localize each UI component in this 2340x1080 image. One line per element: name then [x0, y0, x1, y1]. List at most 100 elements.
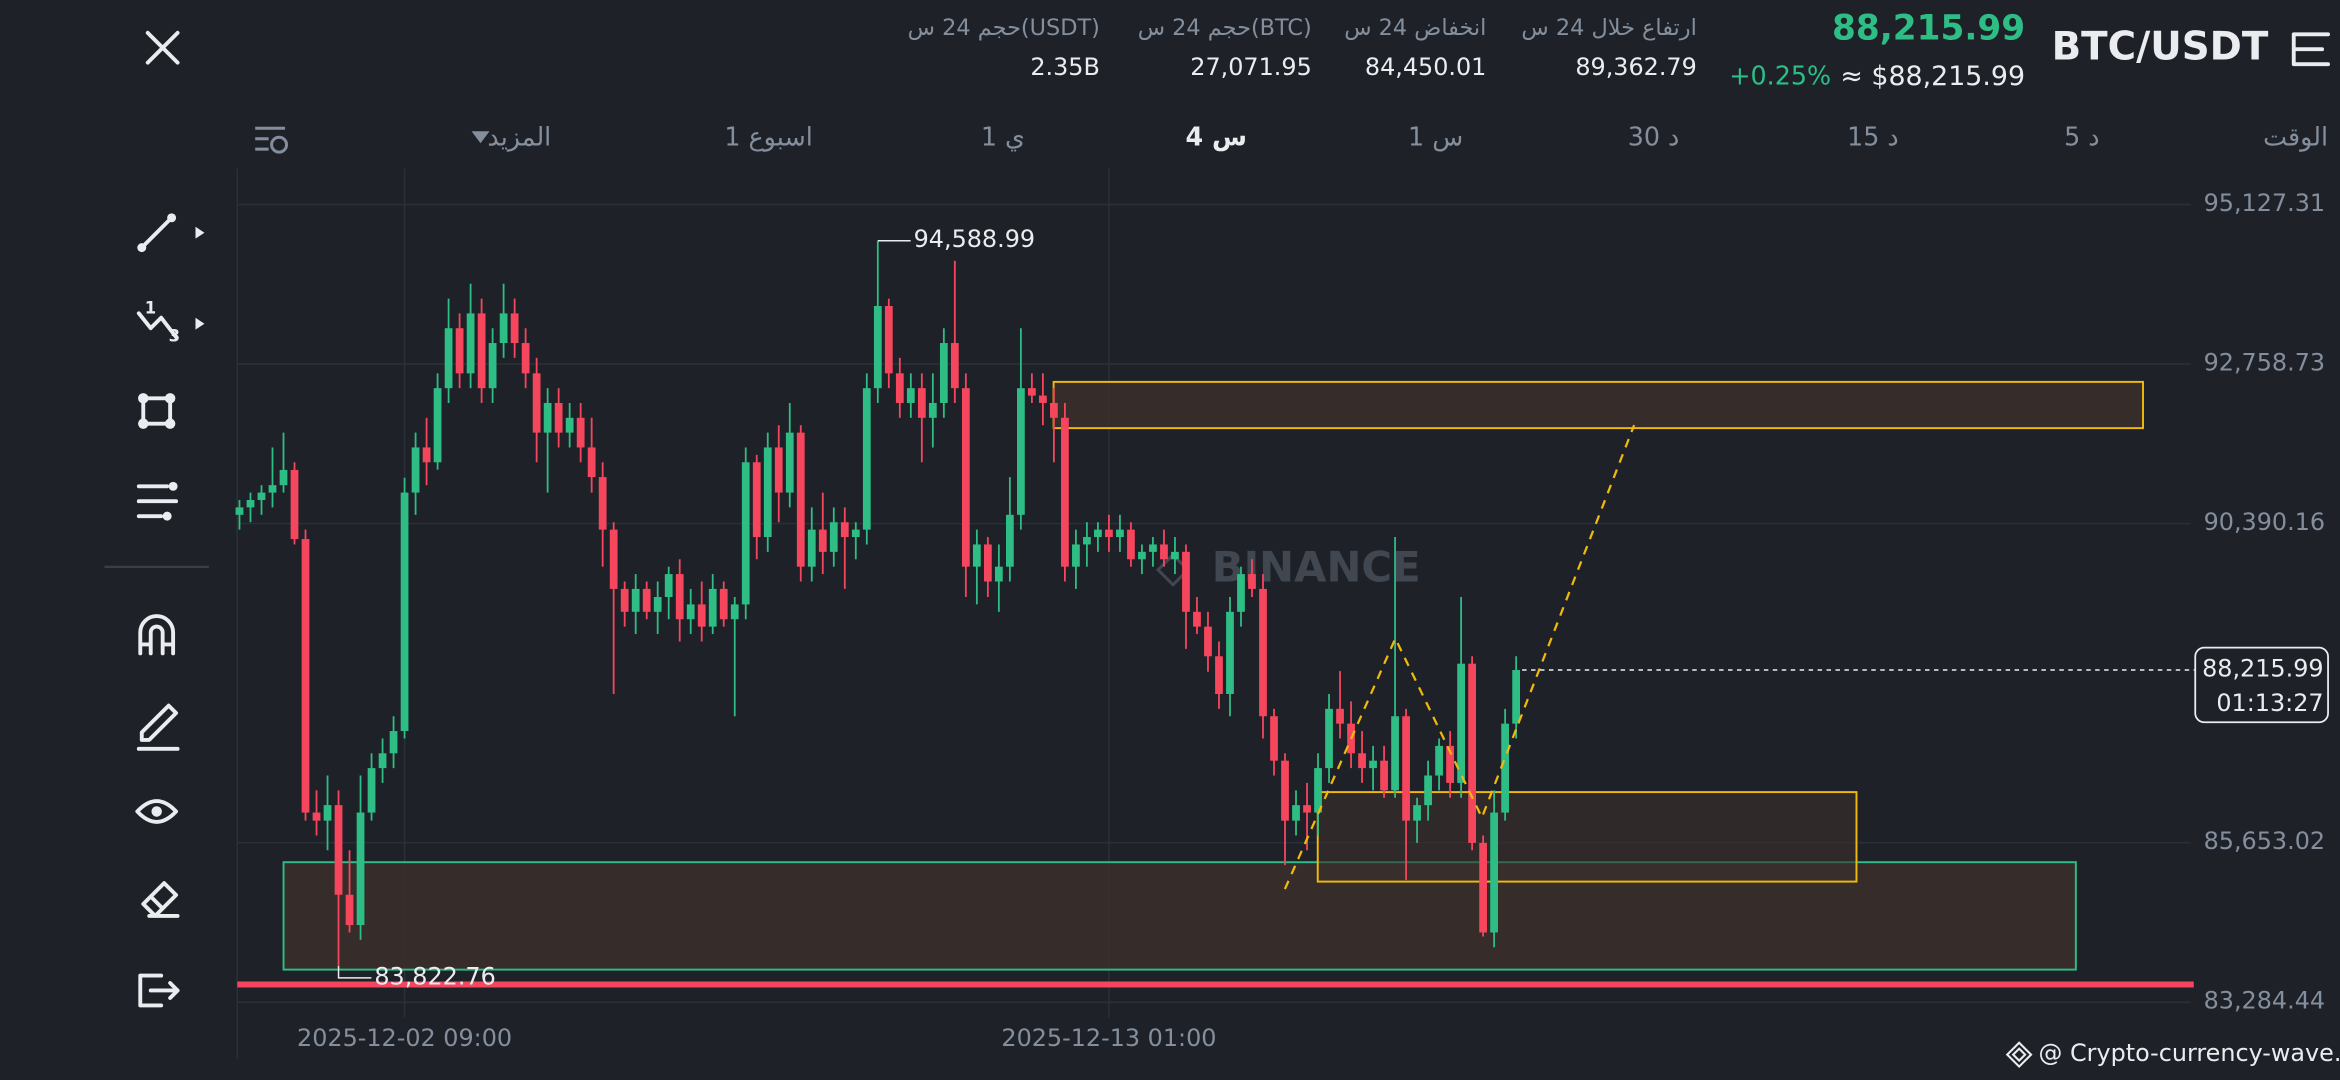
candle-body: [1512, 670, 1521, 724]
price-usd: ≈ $88,215.99: [1840, 61, 2025, 92]
candle-body: [906, 388, 915, 403]
candle-body: [1237, 574, 1245, 612]
candle-body: [1292, 805, 1300, 821]
candle-body: [510, 313, 519, 344]
fib-tool[interactable]: 13: [136, 298, 205, 346]
candle-body: [1380, 760, 1388, 791]
candle-body: [1160, 544, 1168, 560]
candle-body: [774, 447, 783, 493]
stat-label: حجم 24 س(BTC): [1138, 15, 1312, 41]
close-button[interactable]: [145, 30, 180, 65]
candle-body: [1248, 574, 1256, 589]
candle-body: [1303, 805, 1311, 813]
low-label: 83,822.76: [374, 962, 495, 990]
candle-body: [1072, 544, 1080, 567]
candle-body: [499, 313, 508, 344]
timeframe[interactable]: المزيد: [487, 122, 551, 153]
last-price-label: 88,215.99: [2202, 655, 2323, 683]
candle-body: [653, 596, 662, 612]
stat-value: 84,450.01: [1365, 53, 1486, 81]
candle-body: [543, 402, 552, 433]
candle-body: [1116, 529, 1124, 538]
candle-body: [1270, 716, 1278, 761]
menu-icon[interactable]: [2291, 32, 2331, 67]
countdown: 01:13:27: [2216, 689, 2323, 717]
candle-body: [972, 544, 981, 567]
candle-body: [1171, 551, 1179, 560]
candle-body: [1226, 611, 1234, 695]
timeframe[interactable]: 1 اسبوع: [724, 122, 812, 153]
trend-line-tool[interactable]: [137, 213, 205, 253]
shape-tool[interactable]: [138, 393, 176, 429]
footer-text: @ Crypto-currency-wave...: [2039, 1039, 2340, 1067]
svg-text:3: 3: [169, 327, 180, 346]
visibility-tool[interactable]: [135, 799, 179, 824]
chart-settings[interactable]: [255, 126, 289, 154]
candle-body: [257, 492, 266, 500]
candle-body: [1182, 551, 1190, 612]
stat-label: انخفاض 24 س: [1344, 15, 1486, 41]
candle-body: [1083, 537, 1091, 545]
candle-body: [301, 539, 310, 813]
candle-body: [1479, 842, 1487, 933]
last-price: 88,215.99: [1832, 8, 2025, 48]
candle-body: [576, 417, 585, 448]
timeframe[interactable]: 1 س: [1408, 122, 1463, 152]
candle-body: [1193, 611, 1201, 627]
candle-body: [642, 588, 651, 612]
candle-body: [719, 588, 728, 620]
demand-zone[interactable]: [1316, 791, 1858, 883]
brush-tool[interactable]: [136, 703, 180, 751]
projection-path[interactable]: [1283, 424, 1636, 890]
timeframe[interactable]: 15 د: [1847, 122, 1899, 152]
candle-body: [741, 462, 750, 605]
candle-body: [1215, 656, 1223, 695]
text-tool[interactable]: [136, 481, 179, 521]
candle-body: [840, 522, 849, 538]
timeframe[interactable]: 30 د: [1628, 122, 1680, 152]
y-tick-label: 90,390.16: [2204, 508, 2325, 536]
x-tick-label: 2025-12-02 09:00: [297, 1024, 512, 1052]
candle-body: [1149, 544, 1157, 552]
candle-body: [686, 604, 695, 620]
candle-body: [290, 469, 299, 540]
candle-body: [1457, 663, 1465, 783]
y-tick-label: 92,758.73: [2204, 349, 2325, 377]
candle-body: [1050, 402, 1058, 418]
y-tick-label: 85,653.02: [2204, 827, 2325, 855]
timeframe[interactable]: 5 د: [2064, 122, 2100, 152]
candle-body: [1413, 805, 1421, 821]
candle-body: [917, 388, 926, 418]
candle-body: [1369, 760, 1377, 769]
candle-body: [1468, 663, 1476, 843]
candle-body: [598, 477, 607, 530]
y-tick-label: 83,284.44: [2204, 987, 2325, 1015]
resistance-zone[interactable]: [1052, 380, 2144, 430]
svg-text:1: 1: [145, 298, 156, 317]
candle-body: [422, 447, 431, 463]
candle-body: [1336, 708, 1344, 724]
candle-body: [1314, 768, 1322, 813]
candle-body: [763, 447, 772, 538]
candle-body: [1028, 388, 1036, 396]
timeframe[interactable]: 4 س: [1186, 122, 1247, 152]
stat-label: ارتفاع خلال 24 س: [1521, 15, 1696, 41]
candle-body: [862, 388, 871, 530]
low-leader: [337, 965, 372, 979]
candle-body: [1259, 588, 1267, 717]
candle-body: [609, 529, 618, 589]
magnet-tool[interactable]: [138, 614, 176, 656]
candle-body: [323, 805, 332, 821]
exit-tool[interactable]: [138, 973, 180, 1008]
stat-value: 27,071.95: [1190, 53, 1311, 81]
timeframe[interactable]: 1 ي: [981, 122, 1025, 152]
candle-body: [983, 544, 992, 582]
candle-body: [444, 328, 453, 389]
timeframe[interactable]: الوقت: [2263, 122, 2328, 153]
candle-body: [895, 373, 904, 403]
price-change: +0.25%: [1729, 61, 1831, 91]
candle-body: [631, 588, 640, 612]
more-arrow: [471, 131, 490, 144]
eraser-tool[interactable]: [141, 881, 180, 918]
candle-body: [1391, 716, 1399, 791]
